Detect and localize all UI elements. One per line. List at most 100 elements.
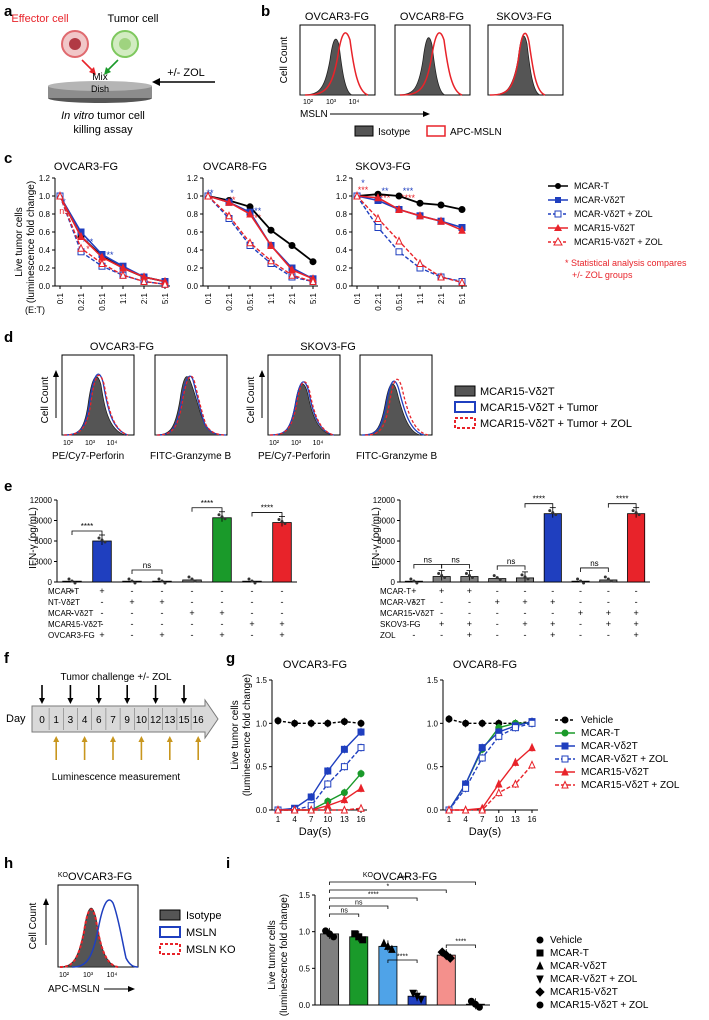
i-legend-label: MCAR15-Vδ2T + ZOL [550, 1000, 649, 1011]
e-ytick-label: 0 [48, 578, 53, 587]
e-row-sign: + [439, 619, 444, 629]
assay-label-italic: In vitro [61, 110, 94, 122]
g-xtick-label: 13 [511, 815, 520, 824]
h-title: KOOVCAR3-FG [58, 871, 132, 883]
e-row-sign: - [635, 597, 638, 607]
e-row-sign: - [251, 586, 254, 596]
h-legend-swatch-ko [159, 943, 181, 955]
e-sig-bracket [441, 564, 470, 569]
c-point [98, 258, 106, 267]
c-xtick-label: 0.5:1 [395, 292, 404, 310]
e-row-label: MCAR15-Vδ2T [380, 609, 434, 618]
e-ytick-label: 9000 [377, 517, 395, 526]
c-ytick-label: 1.2 [336, 174, 348, 183]
f-measure-arrowhead [166, 736, 173, 742]
c-ytick-label: 0.0 [336, 282, 348, 291]
e-datapoint [247, 577, 251, 581]
c-point [437, 272, 445, 281]
c-sig: *** [358, 185, 369, 195]
c-legend-marker-mcarvd2t [555, 197, 561, 203]
h-legend-ko: MSLN KO [186, 944, 236, 956]
c-point [140, 276, 148, 285]
tumor-arrowhead-icon [104, 67, 111, 75]
c-series-line [356, 195, 463, 283]
e-row-label: OVCAR3-FG [48, 631, 95, 640]
dish-top-icon [48, 81, 152, 91]
i-sig-label: **** [397, 876, 408, 883]
c-xtick-label: 0.5:1 [246, 292, 255, 310]
e-row-sign: - [496, 608, 499, 618]
i-legend-marker [536, 936, 544, 944]
i-legend-marker [535, 987, 545, 997]
e-sig-label: ns [507, 557, 515, 566]
e-row-sign: - [412, 608, 415, 618]
e-row-sign: - [101, 597, 104, 607]
h-tick: 10⁴ [107, 972, 118, 979]
c-xtick-label: 0.5:1 [98, 292, 107, 310]
assay-label-rest: tumor cell [94, 110, 145, 122]
e-datapoint [280, 520, 284, 524]
e-row-sign: - [191, 619, 194, 629]
i-datapoint [388, 944, 396, 953]
c-legend-mcarvd2t: MCAR-Vδ2T [574, 195, 626, 205]
panel-a: Effector cell Tumor cell Mix +/- ZOL Dis… [11, 13, 215, 136]
f-challenge-arrowhead [124, 698, 131, 704]
c-ylabel-2: (luminescence fold change) [26, 181, 37, 303]
e-row-sign: - [161, 608, 164, 618]
c-sig: *** [380, 193, 391, 203]
g-point [478, 805, 486, 814]
e-datapoint [250, 579, 254, 583]
g-xtick-label: 7 [480, 815, 485, 824]
h-hist-ko [59, 908, 119, 968]
i-title-sup: KO [363, 872, 374, 879]
e-row-sign: - [281, 597, 284, 607]
h-title-sup: KO [58, 872, 69, 879]
e-sig-bracket [580, 567, 609, 572]
h-xarrowhead [128, 986, 135, 992]
c-xtick-label: 1:1 [267, 292, 276, 304]
e-sig-label: **** [261, 504, 273, 513]
assay-label-line1: In vitro tumor cell [61, 110, 145, 122]
e-datapoint [283, 522, 287, 526]
e-row-label: NT-Vδ2T [48, 598, 80, 607]
f-measure-arrowhead [138, 736, 145, 742]
e-bar [272, 522, 292, 583]
e-row-sign: - [468, 597, 471, 607]
e-row-sign: + [633, 630, 638, 640]
g-xtick-label: 10 [494, 815, 503, 824]
d-title-skov3: SKOV3-FG [300, 341, 356, 353]
h-xlabel: APC-MSLN [48, 984, 100, 995]
hist-ylabel: Cell Count [279, 36, 290, 83]
e-row-sign: - [221, 586, 224, 596]
e-row-sign: - [607, 597, 610, 607]
c-xtick-label: 2:1 [288, 292, 297, 304]
i-title: KOOVCAR3-FG [363, 871, 437, 883]
d-legend-swatch-1 [454, 385, 476, 397]
g-point [357, 770, 365, 778]
d-xlabel-granzyme-2: FITC-Granzyme B [356, 451, 437, 462]
c-point [309, 276, 317, 285]
c-sig: * [230, 188, 234, 198]
e-bar [92, 540, 112, 583]
e-sig-bracket [496, 565, 526, 570]
h-ylabel: Cell Count [28, 902, 39, 949]
g-xtick-label: 10 [323, 815, 332, 824]
e-datapoint [548, 509, 552, 513]
d-legend-1: MCAR15-Vδ2T [480, 386, 555, 398]
e-row-sign: - [412, 597, 415, 607]
e-sig-bracket [71, 530, 103, 535]
c-point [56, 191, 64, 200]
c-series-line [59, 195, 166, 283]
g-ytick-label: 0.0 [256, 806, 268, 815]
c-series-line [356, 195, 463, 231]
f-day-number: 6 [96, 715, 102, 726]
g-point [528, 719, 536, 727]
i-bar [320, 933, 340, 1006]
e-ytick-label: 6000 [34, 537, 52, 546]
e-row-sign: - [579, 586, 582, 596]
f-day-number: 0 [39, 715, 45, 726]
h-tick: 10² [59, 972, 70, 979]
e-sig-bracket [524, 503, 554, 508]
g-point [511, 724, 519, 732]
e-row-sign: - [251, 630, 254, 640]
